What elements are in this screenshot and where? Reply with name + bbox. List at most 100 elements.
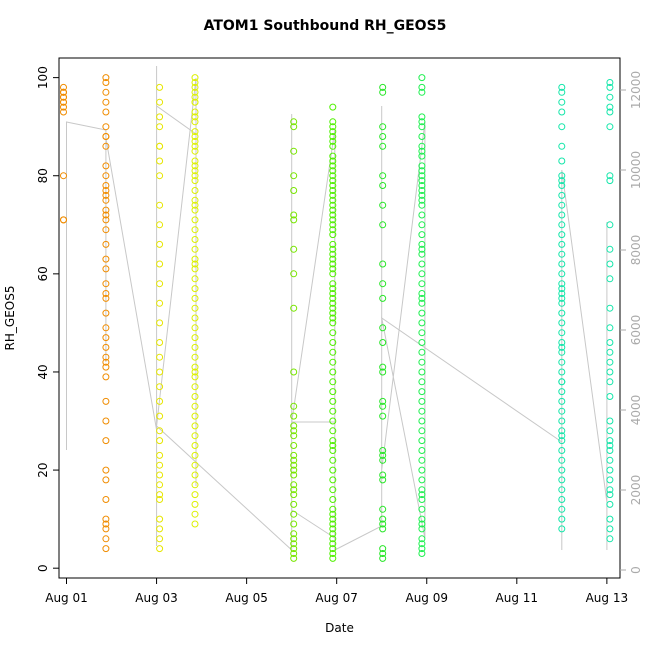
data-point [329, 427, 337, 435]
data-point [329, 294, 337, 302]
data-point [329, 177, 337, 185]
data-point [329, 255, 337, 263]
data-point [191, 422, 199, 430]
data-point [290, 368, 298, 376]
data-point [329, 142, 337, 150]
data-point [102, 309, 110, 317]
data-point [379, 123, 387, 131]
data-point [379, 260, 387, 268]
data-point [329, 299, 337, 307]
data-point [329, 152, 337, 160]
data-point [418, 74, 426, 82]
data-point [379, 363, 387, 371]
data-point [156, 427, 164, 435]
data-point [379, 294, 387, 302]
x-tick-label: Aug 01 [45, 591, 88, 605]
data-point [418, 339, 426, 346]
data-point [418, 290, 426, 297]
data-point [418, 309, 426, 317]
data-point [156, 113, 164, 121]
data-point [156, 412, 164, 420]
data-point [156, 299, 164, 307]
data-point [418, 88, 426, 96]
data-point [606, 79, 614, 86]
data-point [329, 486, 337, 494]
data-point [102, 535, 110, 543]
data-point [418, 201, 426, 209]
data-point [102, 162, 110, 170]
data-point [558, 294, 566, 302]
data-point [558, 250, 566, 258]
data-point [102, 79, 110, 86]
data-point [191, 402, 199, 410]
data-point [329, 535, 337, 543]
data-point [558, 240, 566, 248]
data-point [418, 196, 426, 204]
data-point [290, 442, 298, 449]
data-point [329, 231, 337, 239]
data-point [418, 456, 426, 464]
data-point [418, 397, 426, 405]
x-tick-label: Aug 05 [225, 591, 268, 605]
data-point [156, 481, 164, 489]
data-point [558, 88, 566, 96]
data-point [329, 304, 337, 312]
data-point [102, 476, 110, 484]
data-point [418, 520, 426, 528]
data-point [558, 142, 566, 150]
data-point [290, 187, 298, 194]
data-point [606, 108, 614, 116]
data-point [290, 550, 298, 557]
data-point [606, 500, 614, 508]
data-point [102, 294, 110, 302]
data-point [191, 162, 199, 170]
data-point [558, 456, 566, 464]
data-point [102, 265, 110, 273]
data-point [60, 108, 67, 116]
data-point [418, 294, 426, 302]
data-point [329, 172, 337, 180]
data-point [558, 285, 566, 293]
data-point [329, 368, 337, 376]
data-point [191, 373, 199, 381]
y-left-tick-label: 60 [36, 266, 50, 281]
data-point [606, 515, 614, 523]
data-point [191, 368, 199, 376]
data-point [156, 383, 164, 391]
data-point [606, 358, 614, 366]
y-left-tick-label: 100 [36, 66, 50, 89]
data-point [191, 172, 199, 180]
data-point [418, 378, 426, 386]
data-point [558, 98, 566, 106]
data-point [558, 505, 566, 513]
data-point [290, 245, 298, 253]
data-point [418, 368, 426, 376]
data-point [418, 245, 426, 253]
data-point [558, 280, 566, 288]
data-point [290, 412, 298, 420]
data-point [329, 226, 337, 234]
data-point [102, 187, 110, 194]
data-point [418, 187, 426, 194]
data-point [379, 221, 387, 229]
data-point [290, 471, 298, 479]
y-left-tick-label: 80 [36, 168, 50, 183]
data-point [156, 83, 164, 91]
data-point [156, 221, 164, 229]
data-point [191, 500, 199, 508]
data-point [191, 88, 199, 96]
data-point [191, 442, 199, 449]
data-point [418, 270, 426, 278]
data-point [290, 486, 298, 494]
data-point [329, 378, 337, 386]
plot-frame [58, 57, 621, 579]
data-point [379, 412, 387, 420]
x-tick-label: Aug 03 [135, 591, 178, 605]
data-point [191, 83, 199, 91]
data-point [558, 211, 566, 219]
data-point [191, 236, 199, 243]
data-point [418, 260, 426, 268]
data-point [191, 108, 199, 116]
data-point [102, 466, 110, 474]
data-point [418, 231, 426, 239]
